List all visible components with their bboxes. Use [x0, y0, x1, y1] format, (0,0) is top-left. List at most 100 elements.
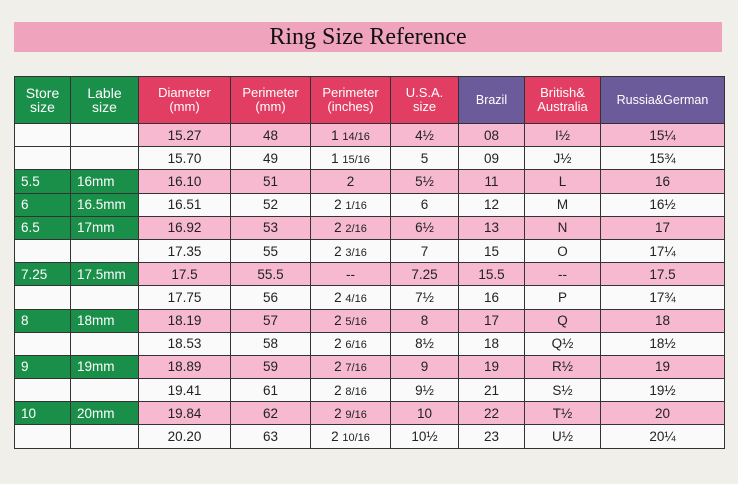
cell-perim-mm: 58 [230, 331, 311, 356]
page-title: Ring Size Reference [269, 23, 467, 50]
cell-perim-mm: 62 [230, 401, 311, 426]
cell-diameter: 16.10 [138, 169, 231, 194]
cell-store [14, 285, 71, 310]
cell-british: M [524, 192, 601, 217]
cell-label: 17mm [70, 215, 139, 240]
cell-brazil: 21 [458, 378, 525, 403]
cell-brazil: 18 [458, 331, 525, 356]
cell-perim-mm: 61 [230, 378, 311, 403]
cell-british: R½ [524, 354, 601, 380]
cell-store [14, 331, 71, 356]
cell-label [70, 331, 139, 356]
cell-usa: 7½ [390, 285, 459, 310]
cell-british: I½ [524, 122, 601, 148]
cell-perim-mm: 59 [230, 354, 311, 380]
cell-brazil: 11 [458, 169, 525, 194]
cell-brazil: 08 [458, 122, 525, 148]
cell-usa: 5½ [390, 169, 459, 194]
cell-perim-mm: 63 [230, 424, 311, 449]
header-row: Store size Lable size Diameter (mm) Perimet… [14, 76, 725, 124]
cell-store [14, 424, 71, 449]
table-row: 17.75 56 2 4/16 7½ 16 P 17¾ [14, 285, 725, 310]
cell-perim-in: 2 8/16 [310, 378, 391, 403]
cell-russia: 17¼ [600, 238, 725, 264]
header-british-australia: British& Australia [524, 76, 601, 124]
cell-russia: 18 [600, 308, 725, 333]
cell-perim-in: 2 10/16 [310, 424, 391, 449]
header-russia-german: Russia&German [600, 76, 725, 124]
header-diameter: Diameter (mm) [138, 76, 231, 124]
cell-usa: 10½ [390, 424, 459, 449]
cell-label: 16mm [70, 169, 139, 194]
cell-store [14, 238, 71, 264]
cell-perim-mm: 52 [230, 192, 311, 217]
cell-store: 10 [14, 401, 71, 426]
cell-brazil: 15 [458, 238, 525, 264]
cell-russia: 15¼ [600, 122, 725, 148]
cell-label: 18mm [70, 308, 139, 333]
cell-perim-mm: 57 [230, 308, 311, 333]
cell-usa: 6 [390, 192, 459, 217]
cell-label: 17.5mm [70, 262, 139, 287]
cell-perim-in: 1 14/16 [310, 122, 391, 148]
cell-brazil: 15.5 [458, 262, 525, 287]
cell-perim-in: 2 5/16 [310, 308, 391, 333]
cell-usa: 6½ [390, 215, 459, 240]
cell-russia: 17.5 [600, 262, 725, 287]
cell-diameter: 16.92 [138, 215, 231, 240]
cell-usa: 9½ [390, 378, 459, 403]
cell-usa: 8½ [390, 331, 459, 356]
cell-russia: 17 [600, 215, 725, 240]
cell-diameter: 16.51 [138, 192, 231, 217]
table-row: 9 19mm 18.89 59 2 7/16 9 19 R½ 19 [14, 354, 725, 380]
cell-store [14, 122, 71, 148]
cell-british: S½ [524, 378, 601, 403]
cell-russia: 16½ [600, 192, 725, 217]
header-perimeter-inches: Perimeter (inches) [310, 76, 391, 124]
cell-brazil: 12 [458, 192, 525, 217]
ring-size-table: Store size Lable size Diameter (mm) Perimet… [14, 76, 725, 449]
cell-store: 5.5 [14, 169, 71, 194]
cell-perim-mm: 48 [230, 122, 311, 148]
cell-perim-in: 1 15/16 [310, 146, 391, 171]
cell-russia: 20 [600, 401, 725, 426]
header-perimeter-mm: Perimeter (mm) [230, 76, 311, 124]
header-brazil: Brazil [458, 76, 525, 124]
table-row: 7.25 17.5mm 17.5 55.5 -- 7.25 15.5 -- 17.5 [14, 262, 725, 287]
cell-perim-mm: 55 [230, 238, 311, 264]
cell-label [70, 146, 139, 171]
cell-store: 6 [14, 192, 71, 217]
cell-perim-in: 2 4/16 [310, 285, 391, 310]
table-row: 20.20 63 2 10/16 10½ 23 U½ 20¼ [14, 424, 725, 449]
cell-label [70, 424, 139, 449]
cell-diameter: 18.19 [138, 308, 231, 333]
cell-store: 9 [14, 354, 71, 380]
cell-diameter: 19.41 [138, 378, 231, 403]
cell-russia: 16 [600, 169, 725, 194]
cell-usa: 4½ [390, 122, 459, 148]
cell-label [70, 285, 139, 310]
cell-usa: 9 [390, 354, 459, 380]
cell-store: 7.25 [14, 262, 71, 287]
table-row: 5.5 16mm 16.10 51 2 5½ 11 L 16 [14, 169, 725, 194]
cell-label [70, 378, 139, 403]
cell-russia: 17¾ [600, 285, 725, 310]
cell-perim-in: 2 2/16 [310, 215, 391, 240]
cell-diameter: 17.75 [138, 285, 231, 310]
cell-usa: 7 [390, 238, 459, 264]
cell-diameter: 17.35 [138, 238, 231, 264]
cell-perim-in: 2 7/16 [310, 354, 391, 380]
cell-store: 6.5 [14, 215, 71, 240]
cell-russia: 18½ [600, 331, 725, 356]
cell-british: Q [524, 308, 601, 333]
cell-diameter: 18.89 [138, 354, 231, 380]
table-row: 15.70 49 1 15/16 5 09 J½ 15¾ [14, 146, 725, 171]
cell-british: L [524, 169, 601, 194]
header-label-size: Lable size [70, 76, 139, 124]
cell-perim-in: 2 9/16 [310, 401, 391, 426]
cell-diameter: 18.53 [138, 331, 231, 356]
cell-russia: 19½ [600, 378, 725, 403]
cell-brazil: 16 [458, 285, 525, 310]
cell-diameter: 19.84 [138, 401, 231, 426]
table-row: 8 18mm 18.19 57 2 5/16 8 17 Q 18 [14, 308, 725, 333]
